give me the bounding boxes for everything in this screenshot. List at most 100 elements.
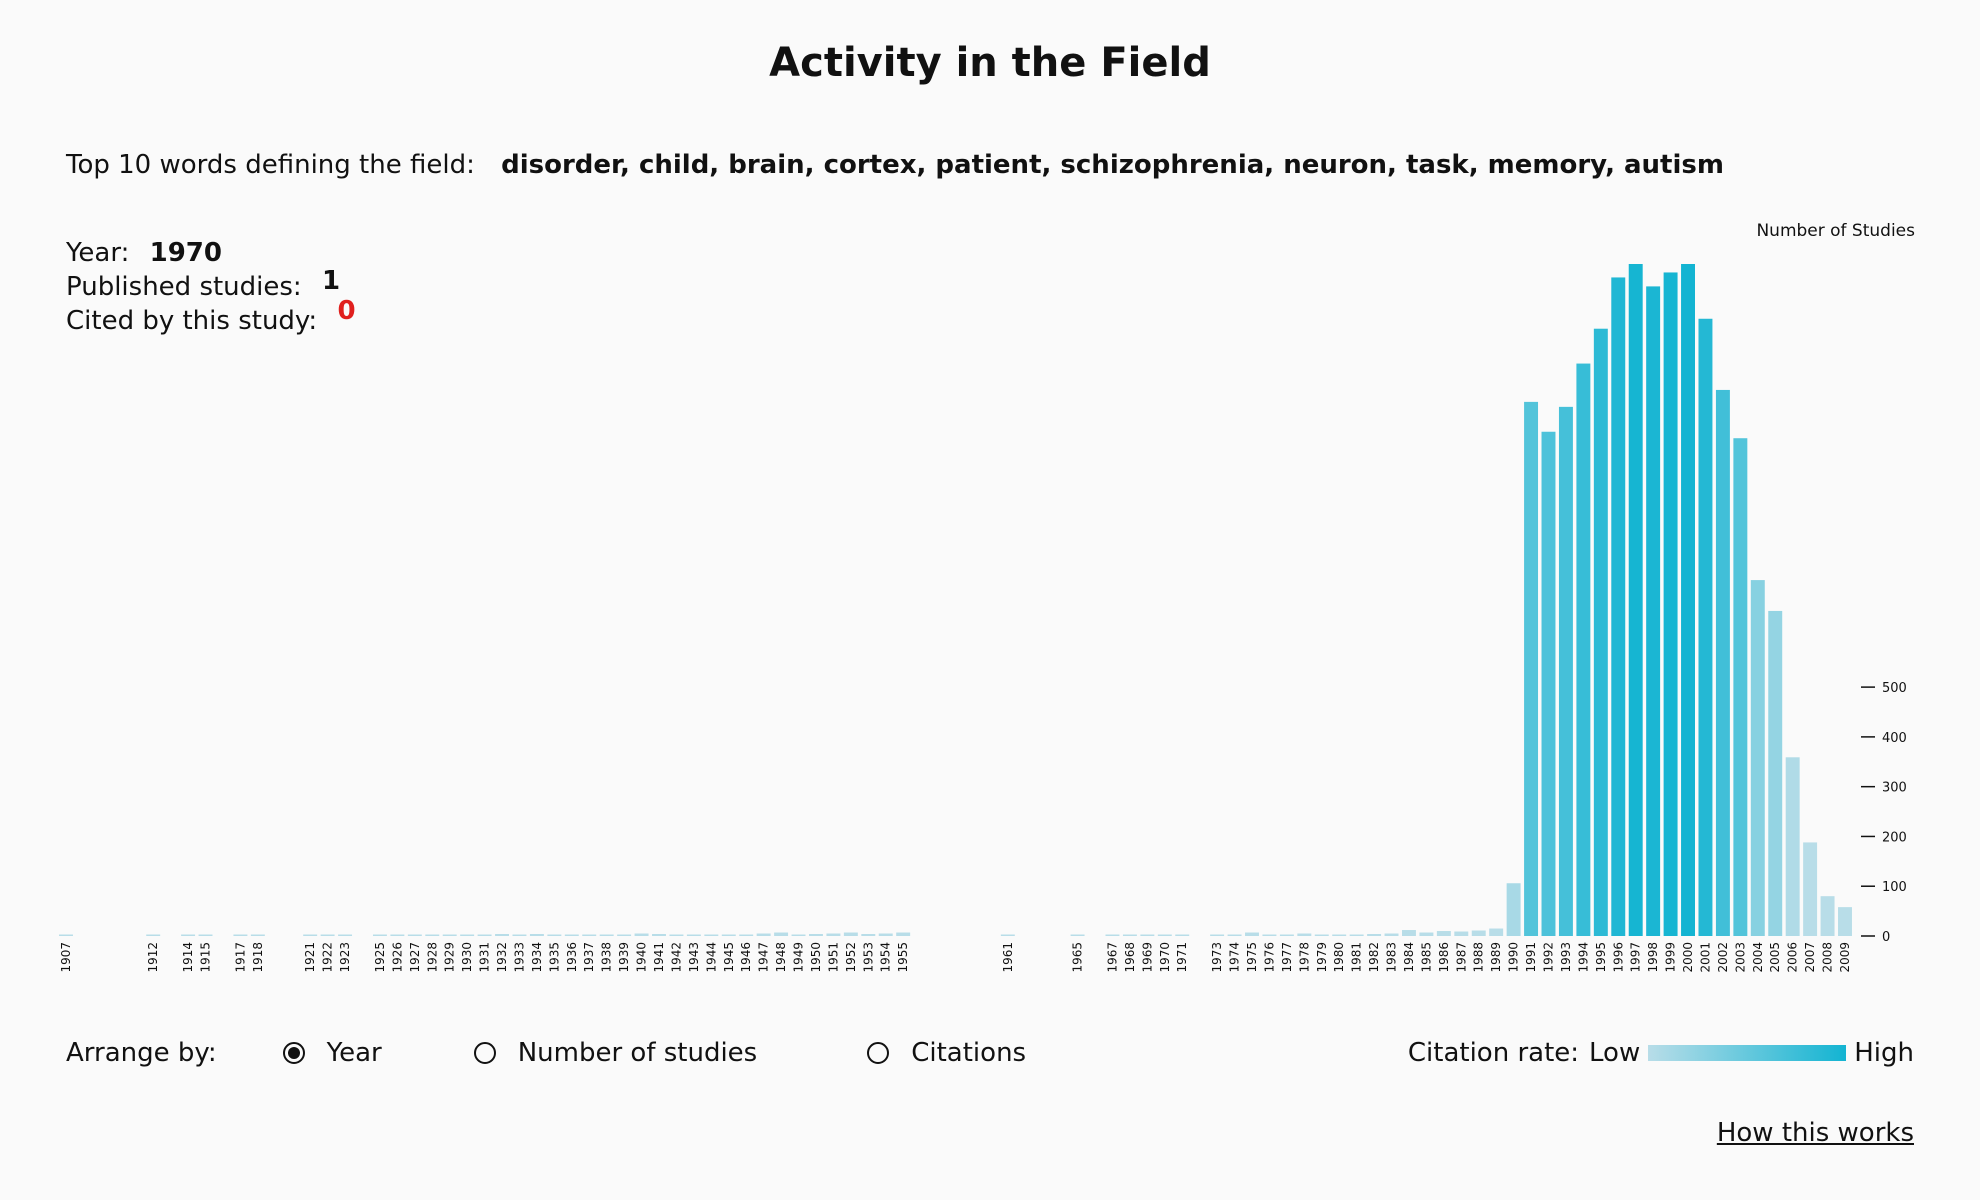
bar-2002[interactable] — [1715, 389, 1730, 936]
bar-1998[interactable] — [1646, 286, 1661, 936]
bar-1943[interactable] — [686, 934, 701, 937]
bar-1917[interactable] — [233, 934, 248, 937]
bar-1946[interactable] — [739, 934, 754, 937]
bar-1923[interactable] — [338, 934, 353, 937]
bar-1929[interactable] — [442, 934, 457, 937]
bar-1939[interactable] — [617, 934, 632, 937]
bar-2000[interactable] — [1681, 264, 1695, 936]
bar-1997[interactable] — [1628, 264, 1643, 936]
bar-2003[interactable] — [1733, 438, 1748, 936]
bar-1950[interactable] — [808, 934, 823, 936]
radio-circle-icon[interactable] — [282, 1042, 305, 1064]
bar-1948[interactable] — [774, 932, 789, 936]
x-tick-label: 1971 — [1175, 942, 1189, 973]
bar-2004[interactable] — [1750, 580, 1765, 936]
bar-1969[interactable] — [1140, 934, 1155, 937]
x-tick-label: 1967 — [1105, 942, 1119, 973]
bar-1947[interactable] — [756, 933, 771, 936]
x-tick-label: 1970 — [1158, 942, 1172, 973]
bar-1992[interactable] — [1541, 431, 1556, 936]
x-tick-label: 1988 — [1472, 942, 1486, 973]
radio-year[interactable]: Year — [282, 1038, 382, 1068]
bar-2008[interactable] — [1820, 896, 1835, 936]
bar-1990[interactable] — [1506, 883, 1521, 936]
radio-circle-icon[interactable] — [473, 1042, 496, 1064]
bar-1954[interactable] — [878, 933, 893, 936]
bar-1949[interactable] — [791, 934, 806, 937]
x-tick-label: 1932 — [495, 942, 509, 973]
bar-1944[interactable] — [704, 934, 719, 937]
bar-1907[interactable] — [59, 934, 73, 937]
bar-1952[interactable] — [843, 932, 858, 936]
bar-1930[interactable] — [460, 934, 475, 937]
bar-1984[interactable] — [1401, 930, 1416, 936]
x-tick-label: 1922 — [321, 942, 335, 973]
bar-1938[interactable] — [599, 934, 614, 937]
bar-1918[interactable] — [250, 934, 265, 937]
bar-1986[interactable] — [1436, 931, 1451, 936]
bar-1942[interactable] — [669, 934, 684, 937]
bar-1981[interactable] — [1349, 934, 1364, 937]
bar-1987[interactable] — [1454, 931, 1469, 936]
bar-1953[interactable] — [861, 934, 876, 936]
bar-1937[interactable] — [582, 934, 597, 937]
bar-1973[interactable] — [1210, 934, 1225, 937]
bar-2009[interactable] — [1838, 907, 1852, 936]
bar-1934[interactable] — [529, 934, 544, 936]
radio-circle-icon[interactable] — [867, 1042, 890, 1064]
bar-1932[interactable] — [495, 934, 509, 936]
bar-1968[interactable] — [1122, 934, 1137, 937]
bar-1927[interactable] — [407, 934, 422, 937]
bar-2001[interactable] — [1698, 318, 1713, 936]
bar-2007[interactable] — [1803, 842, 1818, 936]
bar-1996[interactable] — [1611, 277, 1626, 936]
bar-1978[interactable] — [1297, 933, 1312, 936]
bar-1989[interactable] — [1489, 928, 1504, 936]
bar-1936[interactable] — [564, 934, 579, 937]
bar-1928[interactable] — [425, 934, 440, 937]
bar-1951[interactable] — [826, 933, 841, 936]
bar-1915[interactable] — [198, 934, 213, 937]
bar-1931[interactable] — [477, 934, 492, 937]
bar-1976[interactable] — [1262, 934, 1277, 937]
bar-2006[interactable] — [1785, 757, 1800, 936]
bar-1912[interactable] — [146, 934, 161, 937]
x-tick-label: 1996 — [1611, 942, 1625, 973]
bar-1965[interactable] — [1070, 934, 1085, 937]
bar-1914[interactable] — [181, 934, 196, 937]
bar-1971[interactable] — [1175, 934, 1190, 937]
bar-1995[interactable] — [1593, 328, 1608, 937]
bar-1994[interactable] — [1576, 363, 1591, 936]
bar-1922[interactable] — [320, 934, 335, 937]
bar-1940[interactable] — [634, 933, 649, 936]
bar-1967[interactable] — [1105, 934, 1120, 937]
how-this-works-link[interactable]: How this works — [1716, 1118, 1914, 1148]
bar-1982[interactable] — [1367, 934, 1382, 936]
bar-1921[interactable] — [303, 934, 318, 937]
bar-1993[interactable] — [1558, 406, 1573, 936]
bar-1999[interactable] — [1663, 272, 1678, 937]
bar-1970[interactable] — [1157, 934, 1172, 937]
y-tick-label: 400 — [1882, 731, 1907, 746]
bar-1983[interactable] — [1384, 933, 1399, 936]
bar-1961[interactable] — [1000, 934, 1015, 937]
bar-2005[interactable] — [1768, 610, 1783, 936]
bar-1980[interactable] — [1332, 934, 1347, 937]
bar-1979[interactable] — [1314, 934, 1329, 937]
bar-1935[interactable] — [547, 934, 562, 937]
x-tick-label: 1965 — [1071, 942, 1085, 973]
bar-1955[interactable] — [896, 932, 911, 936]
radio-citations[interactable]: Citations — [867, 1038, 1026, 1068]
bar-1945[interactable] — [721, 934, 736, 937]
bar-1977[interactable] — [1279, 934, 1294, 937]
bar-1985[interactable] — [1419, 932, 1434, 936]
bar-1926[interactable] — [390, 934, 405, 937]
bar-1974[interactable] — [1227, 934, 1242, 937]
bar-1991[interactable] — [1524, 401, 1539, 936]
bar-1933[interactable] — [512, 934, 527, 937]
radio-number-of-studies[interactable]: Number of studies — [473, 1038, 757, 1068]
bar-1975[interactable] — [1245, 932, 1259, 936]
bar-1941[interactable] — [652, 934, 666, 936]
bar-1988[interactable] — [1471, 930, 1486, 936]
bar-1925[interactable] — [372, 934, 387, 937]
